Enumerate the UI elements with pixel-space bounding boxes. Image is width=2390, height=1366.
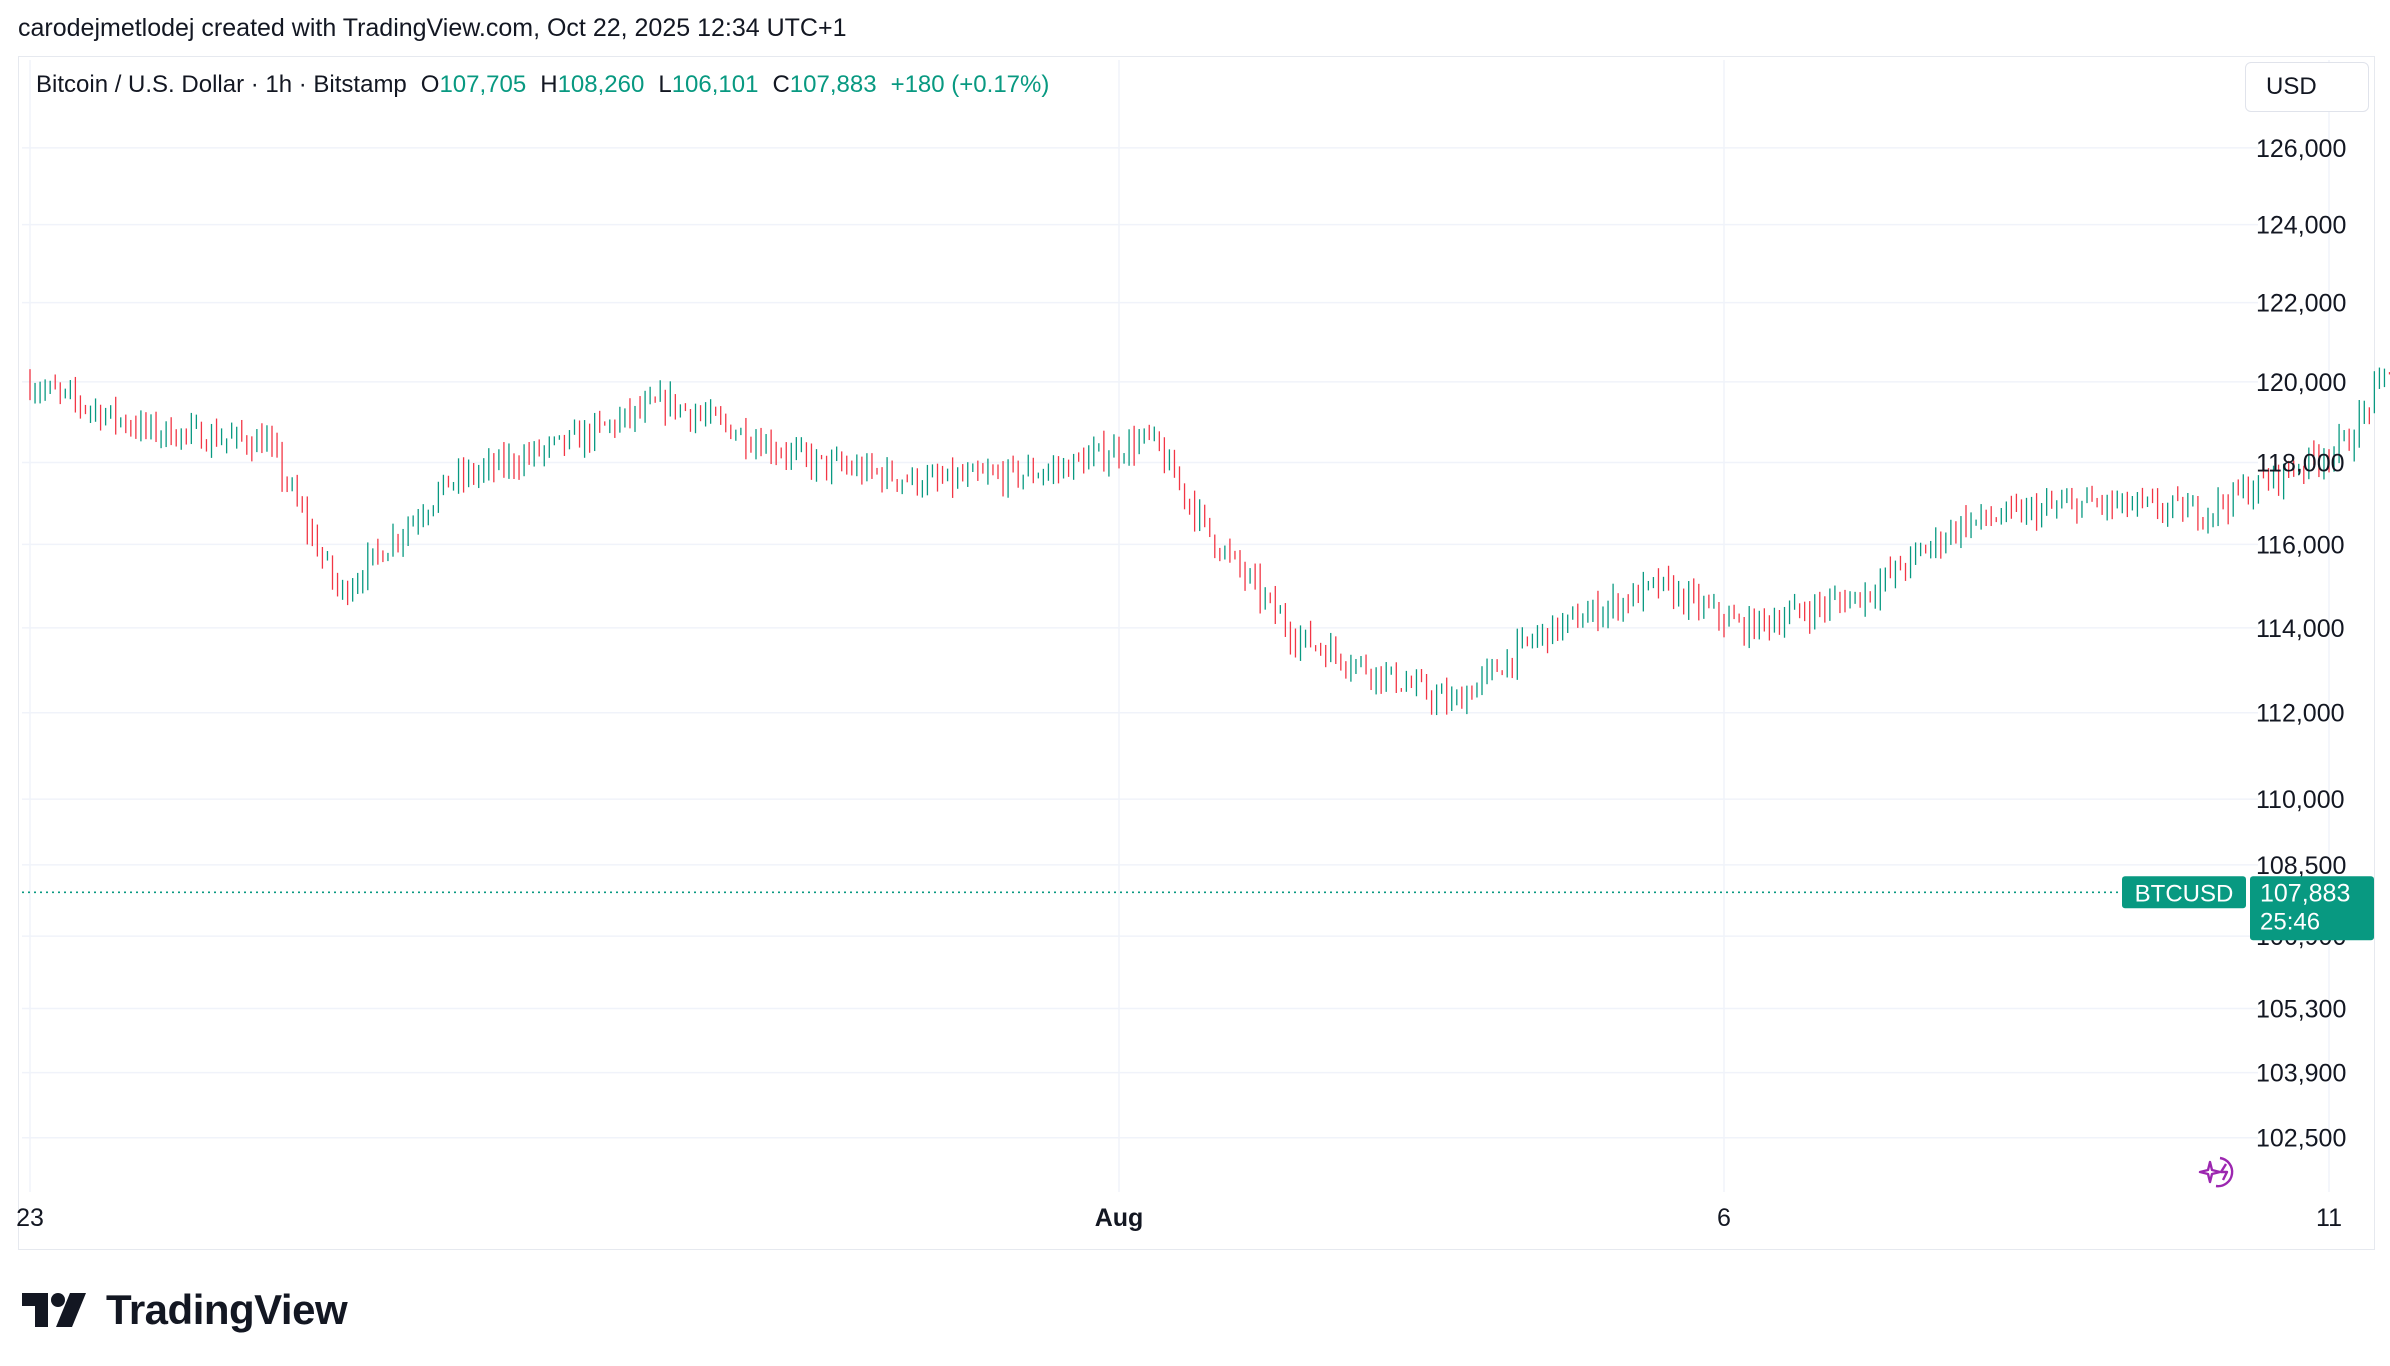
high-value: 108,260 <box>557 71 645 98</box>
price-tick-label: 105,300 <box>2256 995 2346 1023</box>
price-tick-label: 118,000 <box>2256 449 2345 477</box>
symbol-badge-label: BTCUSD <box>2135 880 2234 907</box>
last-price-label: 107,883 <box>2260 879 2350 907</box>
tradingview-logo-icon <box>22 1293 86 1327</box>
open-label: O <box>420 71 440 98</box>
price-tick-label: 103,900 <box>2256 1060 2346 1088</box>
chart-attribution: carodejmetlodej created with TradingView… <box>18 14 847 42</box>
low-value: 106,101 <box>671 71 759 98</box>
last-price-badge <box>2250 876 2374 941</box>
price-tick-label: 126,000 <box>2256 135 2346 163</box>
price-tick-label: 112,000 <box>2256 700 2345 728</box>
symbol-title[interactable]: Bitcoin / U.S. Dollar · 1h · Bitstamp <box>36 71 407 98</box>
price-tick-label: 102,500 <box>2256 1125 2346 1153</box>
brand-name: TradingView <box>106 1286 348 1333</box>
price-tick-label: 108,500 <box>2256 852 2346 880</box>
price-axis: 102,500103,900105,300106,900108,500110,0… <box>2256 135 2346 1153</box>
time-tick-label: Aug <box>1095 1204 1144 1232</box>
currency-button[interactable]: USD <box>2245 62 2369 112</box>
time-tick-label: 23 <box>16 1204 44 1232</box>
change-value: +180 (+0.17%) <box>890 71 1050 98</box>
low-label: L <box>658 71 672 98</box>
grid-lines <box>22 60 2330 1192</box>
close-label: C <box>772 71 790 98</box>
close-value: 107,883 <box>789 71 877 98</box>
time-axis: 23Aug611162126Sep611162126Oct6111621 <box>16 1204 2342 1232</box>
symbol-badge <box>2122 876 2246 909</box>
tradingview-brand[interactable]: TradingView <box>22 1286 348 1334</box>
bar-countdown-label: 25:46 <box>2260 908 2320 935</box>
time-tick-label: 6 <box>1717 1204 1731 1232</box>
price-tick-label: 122,000 <box>2256 290 2346 318</box>
high-label: H <box>540 71 558 98</box>
time-tick-label: 11 <box>2316 1204 2342 1232</box>
price-tick-label: 114,000 <box>2256 615 2345 643</box>
price-tick-label: 124,000 <box>2256 212 2346 240</box>
open-value: 107,705 <box>439 71 527 98</box>
candles <box>29 367 2390 716</box>
ai-sparkle-icon[interactable] <box>2196 1148 2240 1192</box>
chart-frame <box>18 56 2375 1250</box>
price-tick-label: 120,000 <box>2256 369 2346 397</box>
price-tick-label: 110,000 <box>2256 786 2345 814</box>
price-tick-label: 116,000 <box>2256 531 2345 559</box>
